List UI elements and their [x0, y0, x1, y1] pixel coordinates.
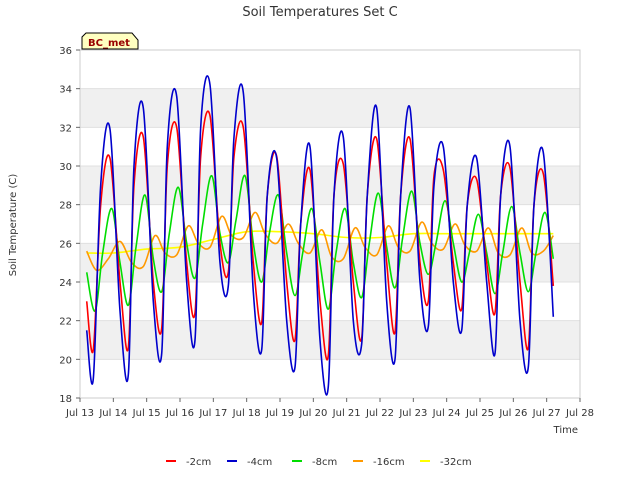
station-badge-label: BC_met	[88, 38, 130, 49]
y-tick-label: 20	[59, 355, 72, 366]
x-tick-label: Jul 24	[432, 408, 461, 419]
y-tick-label: 34	[59, 85, 72, 96]
x-tick-label: Jul 20	[298, 408, 327, 419]
legend-item: -8cm	[292, 457, 337, 468]
legend-label: -2cm	[186, 457, 211, 468]
x-tick-label: Jul 19	[265, 408, 294, 419]
x-tick-label: Jul 25	[465, 408, 494, 419]
legend-label: -16cm	[373, 457, 405, 468]
x-tick-label: Jul 26	[498, 408, 527, 419]
x-tick-label: Jul 23	[398, 408, 427, 419]
x-tick-label: Jul 21	[332, 408, 361, 419]
grid-band	[80, 50, 580, 89]
chart-title: Soil Temperatures Set C	[242, 5, 397, 20]
series-lines	[85, 75, 555, 396]
y-tick-label: 18	[59, 394, 72, 405]
x-tick-label: Jul 27	[532, 408, 561, 419]
legend-item: -2cm	[166, 457, 211, 468]
grid-band	[80, 204, 580, 244]
x-tick-label: Jul 17	[198, 408, 227, 419]
x-tick-label: Jul 18	[232, 408, 261, 419]
plot-area-frame	[79, 49, 581, 399]
grid-band	[80, 166, 580, 205]
x-tick-label: Jul 22	[365, 408, 394, 419]
station-badge-box	[81, 32, 139, 50]
legend-label: -32cm	[440, 457, 472, 468]
legend-label: -4cm	[247, 457, 272, 468]
series-line-4cm	[85, 75, 555, 396]
y-tick-label: 26	[59, 239, 72, 250]
y-tick-label: 32	[59, 123, 72, 134]
legend-item: -4cm	[227, 457, 272, 468]
y-tick-label: 36	[59, 46, 72, 57]
y-tick-label: 22	[59, 317, 72, 328]
x-tick-label: Jul 28	[565, 408, 594, 419]
x-tick-label: Jul 14	[98, 408, 127, 419]
series-line-32cm	[86, 230, 554, 255]
legend-label: -8cm	[312, 457, 337, 468]
x-tick-label: Jul 16	[165, 408, 194, 419]
x-axis-ticks: Jul 13 Jul 14 Jul 15 Jul 16 Jul 17 Jul 18 Jul …	[65, 398, 594, 419]
grid-band	[80, 127, 580, 166]
y-axis-label: Soil Temperature (C)	[8, 174, 19, 277]
y-tick-label: 24	[59, 278, 72, 289]
y-tick-label: 30	[59, 162, 72, 173]
grid-band	[80, 88, 580, 128]
x-tick-label: Jul 13	[65, 408, 94, 419]
x-tick-label: Jul 15	[132, 408, 161, 419]
legend-item: -32cm	[420, 457, 472, 468]
x-axis-label: Time	[553, 425, 578, 436]
legend: -2cm -4cm -8cm -16cm -32cm	[166, 457, 472, 468]
station-badge: BC_met	[81, 32, 139, 50]
y-tick-label: 28	[59, 201, 72, 212]
legend-item: -16cm	[353, 457, 405, 468]
y-axis-ticks: 18 20 22 24 26 28 30 32 34 36	[59, 46, 80, 405]
